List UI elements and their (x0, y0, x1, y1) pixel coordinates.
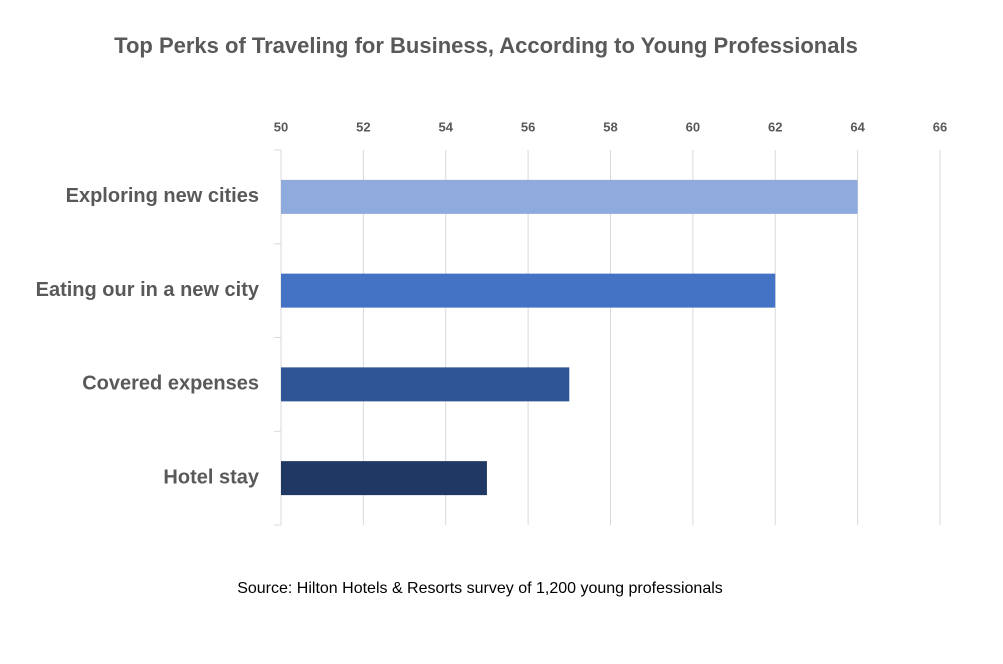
bar (281, 367, 570, 402)
x-tick-label: 60 (686, 119, 700, 134)
y-tick-label: Eating our in a new city (36, 279, 260, 301)
bar (281, 273, 776, 308)
x-tick-label: 56 (521, 119, 535, 134)
x-tick-label: 50 (274, 119, 288, 134)
bar (281, 179, 858, 214)
x-tick-label: 52 (356, 119, 370, 134)
x-tick-label: 64 (850, 119, 865, 134)
x-tick-label: 66 (933, 119, 947, 134)
y-tick-label: Exploring new cities (66, 185, 259, 207)
x-tick-label: 54 (439, 119, 454, 134)
chart-title: Top Perks of Traveling for Business, Acc… (114, 33, 858, 58)
y-tick-label: Covered expenses (82, 373, 259, 395)
bar (281, 461, 487, 496)
source-note: Source: Hilton Hotels & Resorts survey o… (237, 580, 723, 597)
x-tick-label: 62 (768, 119, 782, 134)
y-tick-label: Hotel stay (163, 466, 259, 488)
x-tick-label: 58 (603, 119, 617, 134)
